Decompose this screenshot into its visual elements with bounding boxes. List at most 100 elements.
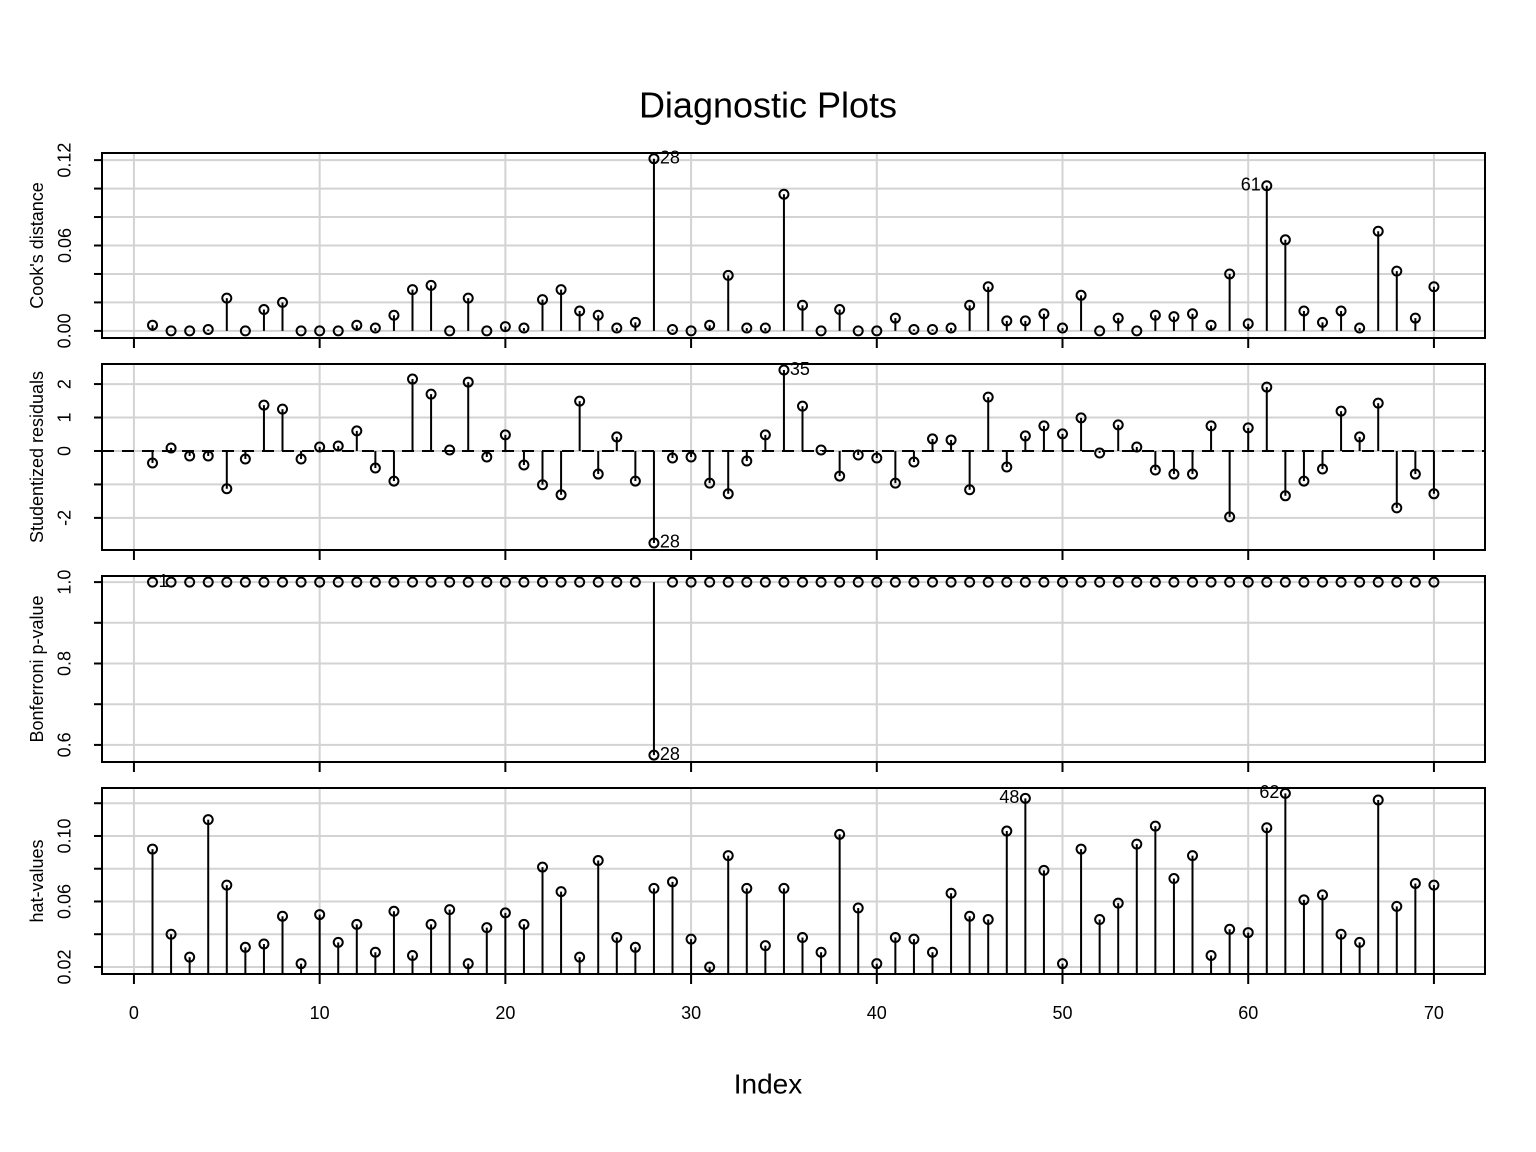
- point: [351, 918, 363, 930]
- point: [314, 909, 326, 921]
- point: [1242, 927, 1254, 939]
- point: [425, 918, 437, 930]
- point: [555, 576, 567, 588]
- point: [314, 576, 326, 588]
- point: [1372, 794, 1384, 806]
- point: [852, 576, 864, 588]
- point: [425, 576, 437, 588]
- point: [834, 828, 846, 840]
- point: [537, 294, 549, 306]
- point: [592, 855, 604, 867]
- point: [1242, 422, 1254, 434]
- point: [704, 319, 716, 331]
- point: [1409, 877, 1421, 889]
- point: [1001, 461, 1013, 473]
- point: [1149, 464, 1161, 476]
- point: [1224, 268, 1236, 280]
- point: [1335, 576, 1347, 588]
- point: [1298, 475, 1310, 487]
- point: [462, 958, 474, 970]
- point: [518, 576, 530, 588]
- point: [889, 931, 901, 943]
- point: [499, 429, 511, 441]
- point: [722, 576, 734, 588]
- point: [852, 449, 864, 461]
- point: [221, 879, 233, 891]
- point: [871, 325, 883, 337]
- point: [369, 946, 381, 958]
- point: [574, 305, 586, 317]
- point: [1187, 468, 1199, 480]
- point: [277, 403, 289, 415]
- point: [908, 933, 920, 945]
- point: [165, 325, 177, 337]
- point: [388, 576, 400, 588]
- point: [1354, 322, 1366, 334]
- point: [444, 444, 456, 456]
- point: [1279, 234, 1291, 246]
- point: [165, 928, 177, 940]
- point: [555, 284, 567, 296]
- point: [1001, 576, 1013, 588]
- y-tick-label: 0.06: [55, 228, 75, 263]
- point: [555, 886, 567, 898]
- x-tick-label: 70: [1424, 1003, 1444, 1023]
- point: [1019, 792, 1031, 804]
- point: [1187, 850, 1199, 862]
- point: [982, 913, 994, 925]
- point: [908, 576, 920, 588]
- point: [1428, 576, 1440, 588]
- point: [797, 576, 809, 588]
- point: [1428, 281, 1440, 293]
- point: [1168, 576, 1180, 588]
- point: [1075, 843, 1087, 855]
- point: [1112, 312, 1124, 324]
- point: [759, 429, 771, 441]
- point: [592, 309, 604, 321]
- point: [1261, 381, 1273, 393]
- point: [1354, 936, 1366, 948]
- point: [277, 576, 289, 588]
- point: [964, 484, 976, 496]
- point-label: 28: [660, 744, 680, 764]
- point: [295, 958, 307, 970]
- point: [759, 576, 771, 588]
- point: [239, 941, 251, 953]
- point: [221, 292, 233, 304]
- point: [369, 576, 381, 588]
- point: [1038, 420, 1050, 432]
- point: [778, 882, 790, 894]
- point: [704, 576, 716, 588]
- point: [685, 451, 697, 463]
- plot-frame: [101, 575, 1486, 763]
- point: [834, 470, 846, 482]
- y-tick-label: 0.6: [55, 732, 75, 757]
- point: [1094, 913, 1106, 925]
- point: [1019, 315, 1031, 327]
- point: [444, 576, 456, 588]
- point: [852, 325, 864, 337]
- point: [239, 453, 251, 465]
- point: [258, 304, 270, 316]
- point: [722, 488, 734, 500]
- point: [667, 452, 679, 464]
- point: [258, 576, 270, 588]
- point: [147, 319, 159, 331]
- point: [1354, 431, 1366, 443]
- point: [1131, 838, 1143, 850]
- x-tick-label: 40: [867, 1003, 887, 1023]
- point: [239, 325, 251, 337]
- point: [1261, 180, 1273, 192]
- point: [741, 576, 753, 588]
- point: [462, 292, 474, 304]
- point: [1242, 576, 1254, 588]
- point: [815, 576, 827, 588]
- point: [1261, 576, 1273, 588]
- point: [797, 400, 809, 412]
- y-tick-label: 0.06: [55, 884, 75, 919]
- point: [202, 323, 214, 335]
- point: [648, 537, 660, 549]
- point: [277, 910, 289, 922]
- point: [147, 843, 159, 855]
- point: [1094, 325, 1106, 337]
